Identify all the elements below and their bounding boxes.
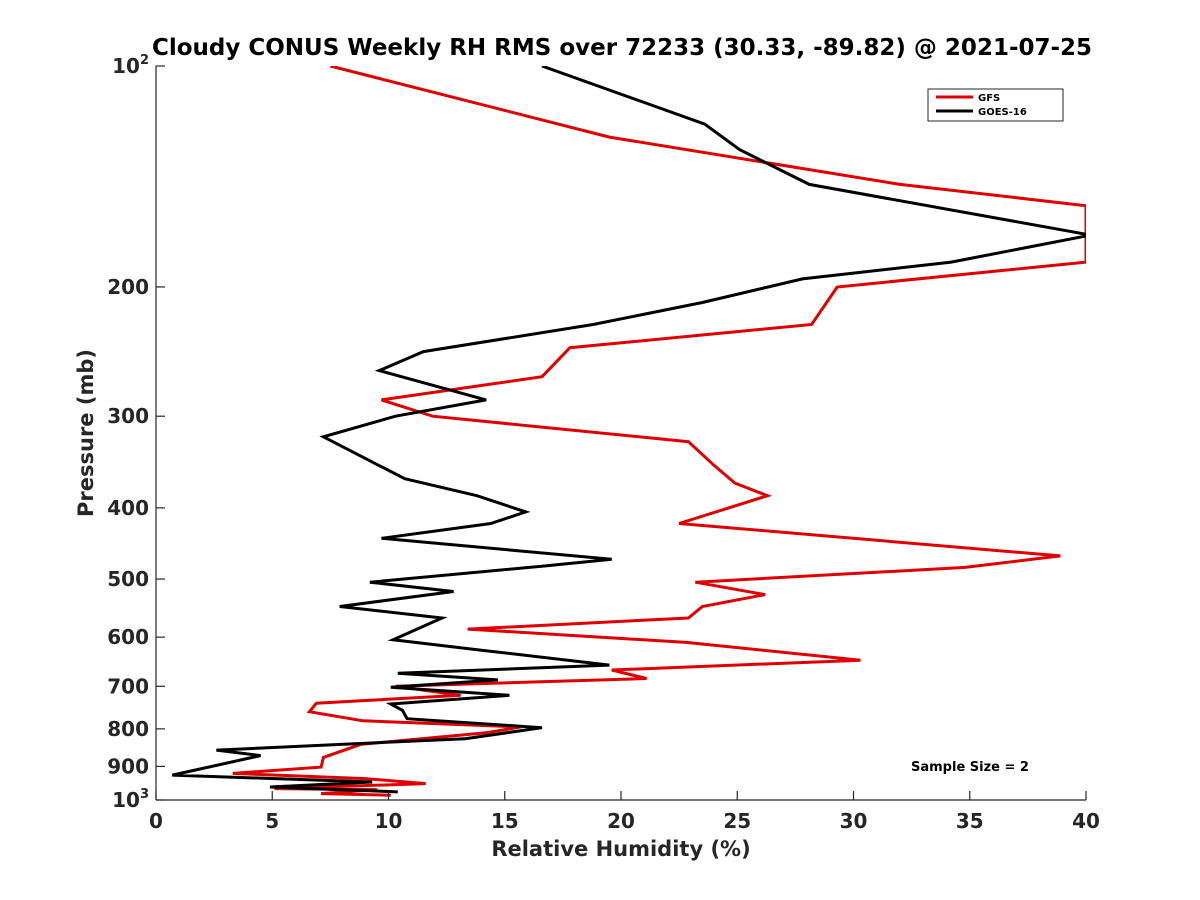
y-axis-ticks: 102 200 300 400 500 600 700 800 900 103 xyxy=(107,53,165,812)
y-tick-label: 900 xyxy=(107,754,149,778)
y-tick-label: 102 xyxy=(112,53,149,78)
legend-label-goes16: GOES-16 xyxy=(978,107,1027,118)
y-tick-label: 103 xyxy=(112,787,149,812)
x-axis-title: Relative Humidity (%) xyxy=(491,837,750,861)
legend: GFS GOES-16 xyxy=(927,88,1064,122)
y-tick-label: 300 xyxy=(107,404,149,428)
y-tick-label: 600 xyxy=(107,625,149,649)
y-tick-label: 700 xyxy=(107,674,149,698)
y-tick-label: 200 xyxy=(107,275,149,299)
x-tick-label: 20 xyxy=(607,809,635,833)
x-tick-label: 10 xyxy=(375,809,403,833)
sample-size-annotation: Sample Size = 2 xyxy=(911,760,1029,775)
series-line-goes16 xyxy=(171,66,1086,794)
plot-area xyxy=(156,66,1086,800)
legend-label-gfs: GFS xyxy=(978,93,1000,104)
series-line-gfs xyxy=(232,66,1086,797)
x-tick-label: 35 xyxy=(956,809,984,833)
x-axis-ticks: 0 5 10 15 20 25 30 35 40 xyxy=(149,791,1100,833)
x-tick-label: 15 xyxy=(491,809,519,833)
x-tick-label: 5 xyxy=(265,809,279,833)
x-tick-label: 0 xyxy=(149,809,163,833)
chart-title: Cloudy CONUS Weekly RH RMS over 72233 (3… xyxy=(152,35,1092,61)
y-tick-label: 500 xyxy=(107,567,149,591)
legend-box xyxy=(927,88,1064,122)
y-tick-label: 400 xyxy=(107,496,149,520)
x-tick-label: 25 xyxy=(723,809,751,833)
x-tick-label: 40 xyxy=(1072,809,1100,833)
y-tick-label: 800 xyxy=(107,717,149,741)
y-axis-title: Pressure (mb) xyxy=(74,349,98,517)
x-tick-label: 30 xyxy=(840,809,868,833)
series-layer xyxy=(171,66,1086,797)
